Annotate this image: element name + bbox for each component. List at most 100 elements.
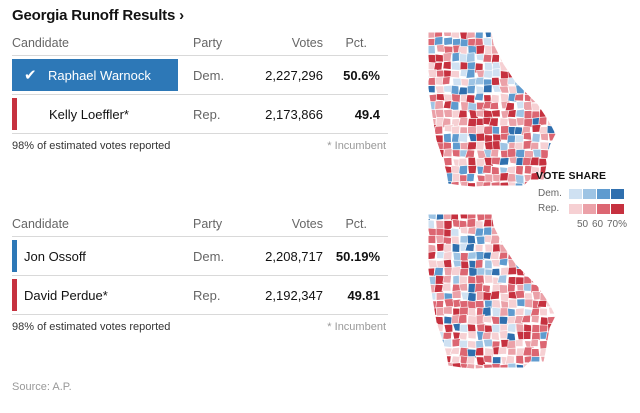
county-shape[interactable]	[498, 85, 510, 94]
county-shape[interactable]	[483, 84, 493, 93]
county-shape[interactable]	[433, 125, 443, 135]
county-shape[interactable]	[467, 315, 478, 325]
county-shape[interactable]	[545, 61, 555, 70]
county-shape[interactable]	[555, 275, 564, 285]
county-shape[interactable]	[442, 60, 452, 70]
county-shape[interactable]	[466, 141, 477, 151]
county-shape[interactable]	[507, 283, 516, 293]
county-shape[interactable]	[507, 30, 517, 37]
county-shape[interactable]	[457, 117, 469, 126]
county-shape[interactable]	[450, 61, 461, 71]
county-shape[interactable]	[508, 45, 517, 54]
county-shape[interactable]	[547, 100, 556, 111]
county-shape[interactable]	[555, 61, 564, 71]
county-shape[interactable]	[547, 362, 557, 370]
county-map-ossoff-perdue[interactable]	[420, 212, 572, 382]
county-shape[interactable]	[546, 53, 556, 64]
county-shape[interactable]	[428, 181, 438, 190]
county-shape[interactable]	[536, 299, 548, 308]
county-shape[interactable]	[547, 348, 556, 358]
county-shape[interactable]	[554, 30, 563, 39]
county-shape[interactable]	[427, 235, 436, 244]
county-shape[interactable]	[531, 78, 542, 88]
county-shape[interactable]	[553, 36, 563, 47]
county-shape[interactable]	[435, 355, 446, 366]
county-shape[interactable]	[427, 219, 435, 229]
county-shape[interactable]	[507, 362, 517, 371]
county-shape[interactable]	[548, 30, 558, 39]
county-shape[interactable]	[420, 316, 429, 325]
county-shape[interactable]	[491, 109, 501, 118]
county-shape[interactable]	[475, 251, 485, 261]
county-shape[interactable]	[555, 52, 563, 61]
county-shape[interactable]	[420, 243, 429, 252]
county-shape[interactable]	[515, 212, 526, 222]
county-shape[interactable]	[554, 125, 563, 134]
county-shape[interactable]	[522, 62, 532, 72]
county-shape[interactable]	[434, 85, 446, 94]
county-shape[interactable]	[491, 156, 501, 166]
county-shape[interactable]	[475, 157, 485, 167]
county-shape[interactable]	[434, 172, 444, 181]
county-shape[interactable]	[523, 131, 532, 141]
county-shape[interactable]	[530, 338, 539, 347]
county-shape[interactable]	[491, 363, 501, 371]
county-shape[interactable]	[515, 36, 526, 47]
county-shape[interactable]	[467, 156, 477, 166]
county-shape[interactable]	[555, 109, 565, 120]
county-shape[interactable]	[459, 323, 468, 333]
title-text[interactable]: Georgia Runoff Results	[12, 7, 176, 24]
county-shape[interactable]	[427, 140, 437, 151]
county-shape[interactable]	[508, 298, 518, 309]
county-shape[interactable]	[490, 315, 501, 325]
county-shape[interactable]	[492, 133, 502, 143]
county-shape[interactable]	[545, 109, 556, 119]
county-shape[interactable]	[420, 92, 429, 102]
county-shape[interactable]	[420, 61, 428, 71]
county-shape[interactable]	[458, 132, 469, 143]
county-shape[interactable]	[516, 52, 526, 61]
county-shape[interactable]	[458, 282, 468, 292]
county-shape[interactable]	[547, 84, 557, 94]
county-shape[interactable]	[538, 307, 548, 317]
county-shape[interactable]	[466, 218, 476, 228]
county-shape[interactable]	[539, 30, 549, 41]
county-shape[interactable]	[539, 69, 550, 80]
county-shape[interactable]	[483, 125, 493, 136]
county-shape[interactable]	[420, 266, 429, 276]
page-title[interactable]: Georgia Runoff Results ›	[12, 7, 184, 24]
county-shape[interactable]	[476, 180, 486, 191]
county-shape[interactable]	[443, 323, 454, 333]
county-shape[interactable]	[475, 274, 485, 285]
county-shape[interactable]	[545, 284, 556, 295]
county-shape[interactable]	[427, 85, 436, 94]
county-shape[interactable]	[507, 266, 518, 276]
county-shape[interactable]	[459, 252, 469, 262]
county-shape[interactable]	[451, 290, 462, 299]
county-shape[interactable]	[420, 116, 430, 126]
county-shape[interactable]	[443, 338, 452, 348]
county-shape[interactable]	[523, 118, 534, 128]
county-shape[interactable]	[420, 282, 430, 292]
county-shape[interactable]	[467, 323, 477, 333]
county-shape[interactable]	[491, 299, 502, 309]
county-shape[interactable]	[482, 315, 492, 324]
county-shape[interactable]	[547, 156, 556, 166]
county-shape[interactable]	[506, 147, 517, 158]
county-shape[interactable]	[522, 250, 533, 259]
county-shape[interactable]	[545, 37, 556, 47]
county-shape[interactable]	[523, 110, 533, 120]
county-shape[interactable]	[489, 101, 499, 110]
county-shape[interactable]	[443, 36, 453, 46]
county-shape[interactable]	[475, 109, 485, 118]
county-shape[interactable]	[514, 182, 524, 192]
county-shape[interactable]	[553, 346, 563, 356]
county-shape[interactable]	[459, 339, 469, 349]
county-shape[interactable]	[483, 69, 493, 79]
county-shape[interactable]	[428, 259, 438, 269]
county-shape[interactable]	[540, 276, 550, 287]
county-shape[interactable]	[540, 244, 551, 253]
county-shape[interactable]	[500, 218, 510, 229]
county-shape[interactable]	[435, 300, 444, 309]
county-shape[interactable]	[490, 94, 500, 104]
